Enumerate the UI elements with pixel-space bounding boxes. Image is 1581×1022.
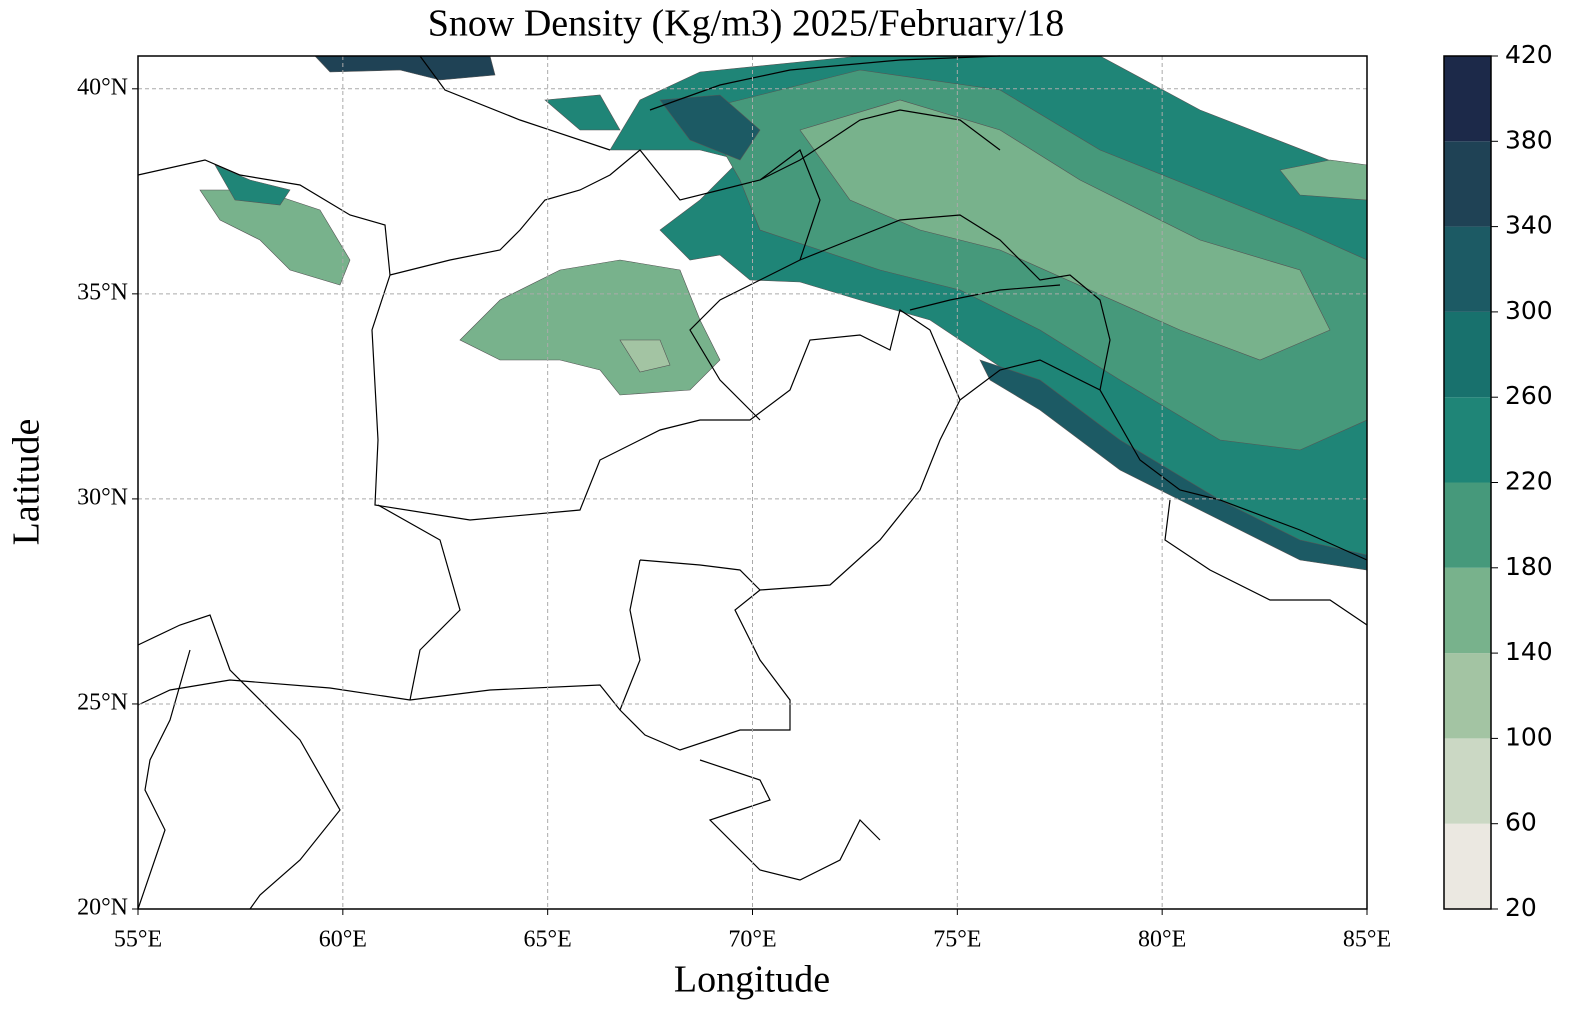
snow-area	[659, 94, 761, 161]
plot-frame	[137, 55, 1368, 910]
y-tick-label: 20°N	[77, 895, 128, 921]
colorbar-level	[1444, 653, 1491, 739]
border	[959, 359, 1368, 626]
border	[377, 504, 461, 701]
x-tick-label: 80°E	[1138, 927, 1186, 953]
x-tick-label: 55°E	[114, 927, 162, 953]
colorbar-level	[1444, 482, 1491, 568]
snow-area	[799, 99, 1331, 361]
colorbar-tick-label: 300	[1505, 296, 1553, 325]
y-tick-label: 35°N	[77, 279, 128, 305]
border	[419, 55, 1001, 181]
colorbar-tick-label: 220	[1505, 467, 1553, 496]
colorbar-tick-label: 340	[1505, 211, 1553, 240]
border	[137, 679, 411, 706]
y-tick-label: 25°N	[77, 689, 128, 715]
colorbar-tick-label: 420	[1505, 40, 1553, 69]
colorbar-level	[1444, 567, 1491, 654]
border	[699, 759, 881, 881]
colorbar-level	[1444, 823, 1491, 909]
x-tick-label: 85°E	[1343, 927, 1391, 953]
snow-area	[619, 339, 671, 373]
snow-area	[544, 94, 621, 131]
x-tick-label: 70°E	[728, 927, 776, 953]
colorbar-level	[1444, 56, 1491, 142]
x-tick-label: 60°E	[319, 927, 367, 953]
axes: 55°E 60°E 65°E 70°E 75°E 80°E 85°E 20°N 25°N 30°N…	[77, 56, 1391, 953]
colorbar-level	[1444, 311, 1491, 398]
border	[389, 149, 821, 421]
colorbar-tick-label: 380	[1505, 125, 1553, 154]
border	[619, 559, 761, 711]
y-tick-label: 30°N	[77, 484, 128, 510]
colorbar-level	[1444, 226, 1491, 312]
border	[137, 614, 341, 910]
x-axis-label: Longitude	[674, 959, 830, 1001]
snow-area	[314, 55, 496, 81]
snow-area	[459, 259, 721, 396]
snow-area	[214, 164, 291, 206]
colorbar-level	[1444, 397, 1491, 483]
colorbar-level	[1444, 738, 1491, 824]
border	[137, 159, 961, 751]
border	[799, 214, 1111, 391]
chart-title: Snow Density (Kg/m3) 2025/February/18	[428, 3, 1064, 45]
y-axis-label: Latitude	[6, 419, 48, 546]
colorbar-tick-label: 140	[1505, 637, 1553, 666]
colorbar-tick-label: 100	[1505, 722, 1553, 751]
borders	[137, 55, 1368, 910]
x-tick-label: 75°E	[933, 927, 981, 953]
colorbar-level	[1444, 141, 1491, 227]
colorbar-tick-label: 20	[1505, 893, 1537, 922]
x-tick-label: 65°E	[524, 927, 572, 953]
colorbar-tick-label: 180	[1505, 552, 1553, 581]
colorbar-tick-label: 60	[1505, 808, 1537, 837]
border	[137, 649, 191, 910]
colorbar-tick-label: 260	[1505, 381, 1553, 410]
snow-layer	[199, 55, 1368, 571]
y-tick-label: 40°N	[77, 74, 128, 100]
